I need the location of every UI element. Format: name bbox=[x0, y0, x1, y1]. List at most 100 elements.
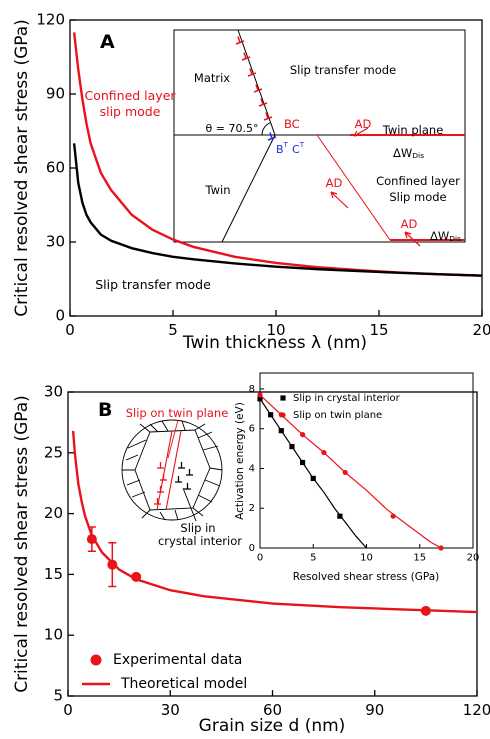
annotation-text: Slip mode bbox=[389, 190, 446, 204]
annotation: BT bbox=[276, 140, 289, 156]
x-tick-label: 0 bbox=[63, 701, 73, 719]
x-tick-label: 0 bbox=[65, 321, 75, 339]
annotation: Slip on twin plane bbox=[126, 406, 229, 420]
annotation: θ = 70.5° bbox=[206, 122, 259, 135]
y-axis-label: Critical resolved shear stress (GPa) bbox=[12, 395, 32, 693]
data-line bbox=[259, 398, 367, 549]
data-line bbox=[71, 430, 478, 614]
data-point bbox=[337, 513, 343, 519]
annotation-superscript: T bbox=[283, 140, 289, 149]
annotation-text: crystal interior bbox=[158, 534, 242, 548]
annotation: Twin bbox=[204, 183, 230, 197]
legend-label: Theoretical model bbox=[120, 676, 247, 692]
annotation-text: Twin plane bbox=[382, 123, 444, 137]
annotation-subscript: Dis bbox=[412, 151, 424, 160]
annotation: Slip in bbox=[180, 521, 215, 535]
y-tick-label: 0 bbox=[55, 307, 65, 325]
y-tick-label: 10 bbox=[44, 626, 63, 644]
annotation-text: AD bbox=[355, 117, 372, 131]
annotation: AD bbox=[326, 176, 343, 190]
annotation: ΔWDis bbox=[393, 146, 424, 161]
x-tick-label: 10 bbox=[266, 321, 285, 339]
x-tick-label: 20 bbox=[472, 321, 490, 339]
y-tick-label: 15 bbox=[44, 565, 63, 583]
y-tick-label: 25 bbox=[44, 443, 63, 461]
legend-label: Experimental data bbox=[113, 652, 242, 668]
x-tick-label: 5 bbox=[168, 321, 178, 339]
grain-schematic bbox=[121, 419, 223, 522]
y-tick-label: 120 bbox=[36, 11, 65, 29]
annotation: AD bbox=[401, 217, 418, 231]
y-tick-label: 6 bbox=[249, 424, 255, 435]
x-axis-label: Twin thickness λ (nm) bbox=[182, 333, 367, 353]
annotation: A bbox=[100, 31, 115, 53]
legend-label: Slip on twin plane bbox=[293, 410, 382, 421]
legend-label: Slip in crystal interior bbox=[293, 393, 401, 404]
annotation-text: B bbox=[276, 143, 284, 156]
annotation-text: BC bbox=[284, 117, 300, 131]
annotation-superscript: T bbox=[299, 140, 305, 149]
annotation-text: Slip on twin plane bbox=[126, 406, 229, 420]
annotation: Slip transfer mode bbox=[290, 63, 396, 77]
y-axis-label: Activation energy (eV) bbox=[234, 402, 246, 520]
annotation-text: Matrix bbox=[194, 71, 230, 85]
annotation: Slip mode bbox=[389, 190, 446, 204]
x-tick-label: 120 bbox=[463, 701, 490, 719]
y-tick-label: 90 bbox=[46, 85, 65, 103]
y-tick-label: 30 bbox=[46, 233, 65, 251]
annotation: Matrix bbox=[194, 71, 230, 85]
annotation-text: θ = 70.5° bbox=[206, 122, 259, 135]
x-tick-label: 20 bbox=[467, 553, 480, 564]
annotation: Slip transfer mode bbox=[95, 277, 211, 292]
annotation: slip mode bbox=[100, 104, 161, 119]
y-tick-label: 8 bbox=[249, 384, 255, 395]
x-tick-label: 5 bbox=[310, 553, 316, 564]
annotation-text: ΔW bbox=[430, 229, 449, 243]
annotation-text: Confined layer bbox=[376, 174, 460, 188]
annotation-text: C bbox=[292, 143, 300, 156]
annotation-text: slip mode bbox=[100, 104, 161, 119]
x-tick-label: 30 bbox=[161, 701, 180, 719]
annotation-text: AD bbox=[401, 217, 418, 231]
y-tick-label: 20 bbox=[44, 504, 63, 522]
y-tick-label: 5 bbox=[53, 687, 63, 705]
annotation-text: Confined layer bbox=[84, 88, 176, 103]
annotation: Twin plane bbox=[382, 123, 444, 137]
y-tick-label: 2 bbox=[249, 503, 255, 514]
annotation: Confined layer bbox=[376, 174, 460, 188]
twin-schematic bbox=[173, 29, 466, 247]
legend-marker bbox=[280, 395, 286, 401]
y-tick-label: 4 bbox=[249, 463, 255, 474]
y-tick-label: 0 bbox=[249, 543, 255, 554]
y-tick-label: 30 bbox=[44, 383, 63, 401]
legend-marker bbox=[280, 412, 286, 418]
annotation: B bbox=[98, 399, 112, 421]
annotation-text: A bbox=[100, 31, 115, 53]
annotation-text: ΔW bbox=[393, 146, 412, 160]
x-tick-label: 15 bbox=[413, 553, 426, 564]
annotation: crystal interior bbox=[158, 534, 242, 548]
annotation-text: Twin bbox=[204, 183, 230, 197]
annotation-text: AD bbox=[326, 176, 343, 190]
data-line bbox=[259, 394, 442, 549]
y-axis-label: Critical resolved shear stress (GPa) bbox=[12, 19, 32, 317]
legend-marker bbox=[90, 654, 102, 666]
annotation-text: Slip in bbox=[180, 521, 215, 535]
x-tick-label: 10 bbox=[360, 553, 373, 564]
annotation: CT bbox=[292, 140, 305, 156]
annotation: BC bbox=[284, 117, 300, 131]
x-tick-label: 15 bbox=[369, 321, 388, 339]
y-tick-label: 60 bbox=[46, 159, 65, 177]
annotation-subscript: Dis bbox=[449, 234, 461, 243]
annotation: AD bbox=[355, 117, 372, 131]
annotation-text: B bbox=[98, 399, 112, 421]
annotation: ΔWDis bbox=[430, 229, 461, 244]
x-axis-label: Grain size d (nm) bbox=[199, 716, 346, 736]
annotation: Confined layer bbox=[84, 88, 176, 103]
x-axis-label: Resolved shear stress (GPa) bbox=[293, 571, 439, 583]
data-point bbox=[107, 559, 118, 570]
x-tick-label: 90 bbox=[365, 701, 384, 719]
data-line bbox=[72, 143, 483, 277]
annotation-text: Slip transfer mode bbox=[290, 63, 396, 77]
